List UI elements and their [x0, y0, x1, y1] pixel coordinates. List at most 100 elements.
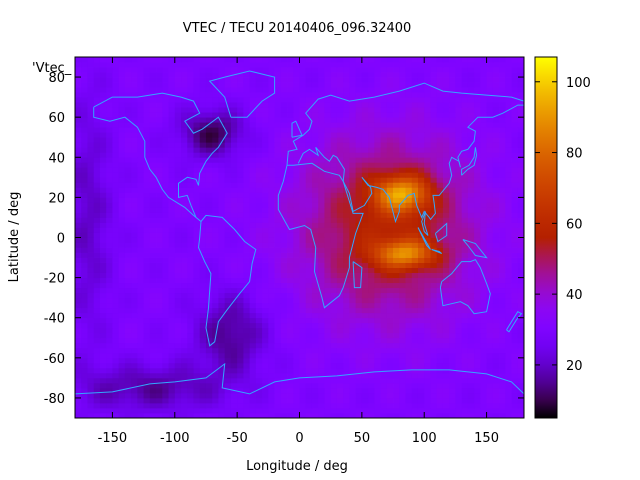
heatmap-cell — [124, 182, 132, 188]
heatmap-cell — [149, 107, 157, 113]
heatmap-cell — [237, 137, 244, 143]
heatmap-cell — [486, 182, 494, 188]
heatmap-cell — [75, 212, 82, 218]
heatmap-cell — [262, 322, 269, 329]
heatmap-cell — [205, 227, 213, 233]
heatmap-cell — [405, 77, 413, 83]
heatmap-cell — [393, 172, 400, 178]
heatmap-cell — [405, 142, 413, 148]
heatmap-cell — [355, 282, 363, 289]
heatmap-cell — [118, 382, 126, 389]
heatmap-cell — [399, 177, 406, 183]
heatmap-cell — [480, 302, 487, 309]
heatmap-cell — [511, 167, 519, 173]
heatmap-cell — [430, 77, 438, 83]
heatmap-cell — [262, 317, 269, 324]
heatmap-cell — [299, 367, 307, 374]
heatmap-cell — [436, 352, 444, 359]
heatmap-cell — [511, 197, 519, 203]
heatmap-cell — [336, 267, 344, 273]
heatmap-cell — [168, 372, 176, 379]
heatmap-cell — [156, 147, 163, 153]
heatmap-cell — [174, 302, 182, 309]
heatmap-cells — [75, 57, 525, 419]
heatmap-cell — [361, 277, 369, 284]
heatmap-cell — [81, 127, 88, 133]
heatmap-cell — [243, 297, 251, 304]
heatmap-cell — [305, 307, 313, 314]
heatmap-cell — [336, 332, 344, 339]
heatmap-cell — [224, 77, 232, 83]
heatmap-cell — [430, 262, 438, 268]
heatmap-cell — [131, 332, 138, 339]
heatmap-cell — [461, 352, 469, 359]
heatmap-cell — [237, 277, 244, 284]
heatmap-cell — [75, 197, 82, 203]
heatmap-cell — [149, 267, 157, 273]
heatmap-cell — [280, 177, 288, 183]
heatmap-cell — [442, 367, 450, 374]
heatmap-cell — [311, 107, 319, 113]
heatmap-cell — [305, 282, 313, 289]
heatmap-cell — [486, 167, 494, 173]
heatmap-cell — [93, 267, 101, 273]
heatmap-cell — [324, 412, 332, 419]
heatmap-cell — [75, 92, 82, 98]
heatmap-cell — [243, 172, 251, 178]
heatmap-cell — [268, 307, 275, 314]
heatmap-cell — [75, 182, 82, 188]
heatmap-cell — [318, 187, 325, 193]
heatmap-cell — [124, 402, 132, 409]
heatmap-cell — [505, 352, 512, 359]
heatmap-cell — [517, 292, 525, 299]
heatmap-cell — [112, 317, 120, 324]
heatmap-cell — [318, 282, 325, 289]
heatmap-cell — [330, 302, 338, 309]
heatmap-cell — [193, 142, 201, 148]
heatmap-cell — [156, 342, 163, 349]
heatmap-cell — [318, 122, 325, 128]
heatmap-cell — [112, 342, 120, 349]
heatmap-cell — [87, 242, 95, 248]
heatmap-cell — [386, 137, 394, 143]
heatmap-cell — [131, 307, 138, 314]
heatmap-cell — [324, 172, 332, 178]
heatmap-cell — [212, 307, 219, 314]
heatmap-cell — [449, 227, 456, 233]
heatmap-cell — [230, 307, 238, 314]
heatmap-cell — [199, 402, 207, 409]
heatmap-cell — [287, 332, 294, 339]
heatmap-cell — [511, 357, 519, 364]
heatmap-cell — [499, 182, 506, 188]
heatmap-cell — [424, 167, 431, 173]
heatmap-cell — [99, 297, 107, 304]
heatmap-cell — [318, 312, 325, 319]
heatmap-cell — [511, 342, 519, 349]
heatmap-cell — [299, 182, 307, 188]
heatmap-cell — [480, 382, 487, 389]
heatmap-cell — [436, 97, 444, 103]
heatmap-cell — [224, 187, 232, 193]
heatmap-cell — [474, 267, 481, 273]
heatmap-cell — [411, 177, 419, 183]
heatmap-cell — [106, 132, 113, 138]
heatmap-cell — [311, 347, 319, 354]
heatmap-cell — [355, 162, 363, 168]
heatmap-cell — [199, 217, 207, 223]
heatmap-cell — [486, 287, 494, 294]
heatmap-cell — [442, 247, 450, 253]
heatmap-cell — [455, 322, 463, 329]
heatmap-cell — [474, 362, 481, 369]
heatmap-cell — [480, 372, 487, 379]
heatmap-cell — [280, 107, 288, 113]
heatmap-cell — [343, 287, 350, 294]
heatmap-cell — [187, 387, 194, 394]
heatmap-cell — [467, 97, 475, 103]
heatmap-cell — [305, 157, 313, 163]
heatmap-cell — [455, 122, 463, 128]
heatmap-cell — [174, 222, 182, 228]
heatmap-cell — [99, 282, 107, 289]
heatmap-cell — [118, 227, 126, 233]
heatmap-cell — [293, 137, 300, 143]
heatmap-cell — [255, 382, 263, 389]
